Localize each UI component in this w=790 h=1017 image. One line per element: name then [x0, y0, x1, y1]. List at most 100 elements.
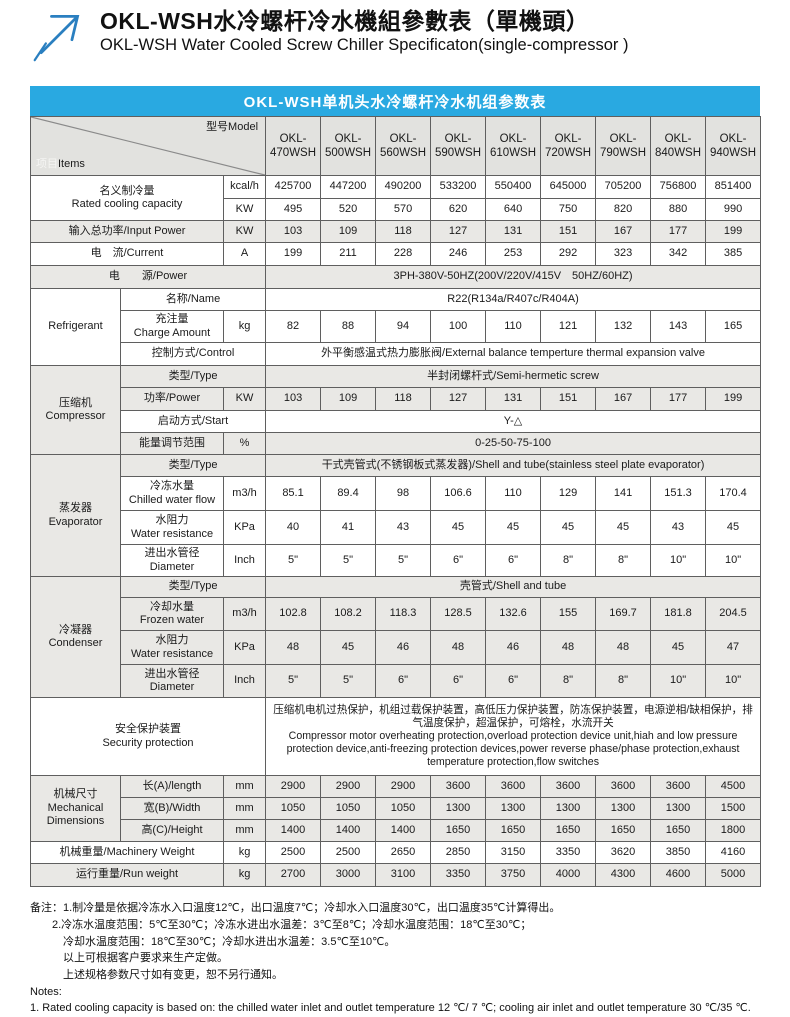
row-evap-water-resistance-cell-9: 43: [650, 510, 707, 546]
row-height-cell-7: 1650: [540, 819, 597, 843]
row-charge-amount-cell-3: 88: [320, 310, 377, 344]
row-length-cell-5: 2900: [375, 775, 432, 799]
row-compressor-power-cell-0: 功率/Power: [120, 387, 224, 412]
row-charge-amount-cell-6: 110: [485, 310, 542, 344]
titles: OKL-WSH水冷螺杆冷水機組參數表（單機頭） OKL-WSH Water Co…: [100, 8, 760, 56]
row-machinery-weight-cell-6: 3150: [485, 841, 542, 865]
row-length: 机械尺寸 Mechanical Dimensions 长(A)/length mm 2…: [30, 775, 762, 843]
row-frozen-water-cell-7: 155: [540, 597, 597, 632]
row-input-power-cell-1: KW: [222, 220, 267, 244]
row-cond-water-resistance-cell-9: 45: [650, 630, 707, 666]
row-evap-water-resistance-cell-2: 40: [265, 510, 322, 546]
row-rated-cooling-kcal-cell-0: 名义制冷量 Rated cooling capacity: [30, 175, 224, 222]
row-frozen-water-cell-10: 204.5: [705, 597, 762, 632]
row-machinery-weight-cell-8: 3620: [595, 841, 652, 865]
row-height-cell-9: 1650: [650, 819, 707, 843]
row-input-power-cell-0: 输入总功率/Input Power: [30, 220, 224, 244]
row-cond-diameter-cell-6: 6": [485, 664, 542, 699]
items-label: 项目Items: [36, 158, 85, 171]
row-cond-water-resistance-cell-7: 48: [540, 630, 597, 666]
row-compressor-power-cell-2: 103: [265, 387, 322, 412]
table-title-banner: OKL-WSH单机头水冷螺杆冷水机组参数表: [30, 86, 760, 116]
row-evap-diameter-cell-5: 6": [430, 544, 487, 578]
model-header-1: OKL- 470WSH: [265, 115, 322, 177]
row-current-cell-9: 342: [650, 242, 707, 267]
row-charge-amount-cell-2: 82: [265, 310, 322, 344]
note-line-7: 1. Rated cooling capacity is based on: t…: [30, 1002, 751, 1015]
row-run-weight-cell-2: 2700: [265, 863, 322, 888]
group-mechanical-dimensions: 机械尺寸 Mechanical Dimensions: [30, 775, 121, 843]
row-charge-amount-cell-5: 100: [430, 310, 487, 344]
row-refrigerant-name-cell-2: R22(R134a/R407c/R404A): [265, 288, 762, 312]
row-current-cell-2: 199: [265, 242, 322, 267]
row-current-cell-10: 385: [705, 242, 762, 267]
row-evaporator-type-cell-2: 干式壳管式(不锈钢板式蒸发器)/Shell and tube(stainless…: [265, 454, 762, 478]
row-width-cell-3: 1050: [320, 797, 377, 821]
row-chilled-water-flow-cell-2: 85.1: [265, 476, 322, 512]
row-rated-cooling-kw-cell-4: 620: [430, 198, 487, 222]
row-control-cell-0: 控制方式/Control: [119, 342, 267, 367]
note-line-5: 上述规格参数尺寸如有变更，恕不另行通知。: [30, 968, 283, 981]
row-security-protection: 安全保护装置 Security protection 压缩机电机过热保护，机组过载…: [29, 697, 762, 777]
row-evap-diameter-cell-8: 8": [595, 544, 652, 578]
arrow-logo-icon: [33, 14, 80, 62]
row-cond-water-resistance-cell-1: KPa: [222, 630, 267, 666]
row-chilled-water-flow-cell-8: 141: [595, 476, 652, 512]
row-height-cell-2: 1400: [265, 819, 322, 843]
row-width-cell-8: 1300: [595, 797, 652, 821]
row-length-cell-2: mm: [222, 775, 267, 799]
row-refrigerant-name: Refrigerant 名称/Name R22(R134a/R407c/R404A): [30, 288, 762, 367]
diagonal-divider: [31, 117, 265, 175]
row-rated-cooling-kcal-cell-9: 756800: [650, 175, 707, 200]
row-rated-cooling-kw-cell-6: 750: [540, 198, 597, 222]
row-machinery-weight-cell-9: 3850: [650, 841, 707, 865]
row-cond-diameter-cell-7: 8": [540, 664, 597, 699]
row-rated-cooling-kw-cell-1: 495: [265, 198, 322, 222]
row-length-cell-9: 3600: [595, 775, 652, 799]
row-refrigerant-name-cell-1: 名称/Name: [119, 288, 267, 312]
model-header-3: OKL- 560WSH: [375, 115, 432, 177]
row-evap-water-resistance-cell-5: 45: [430, 510, 487, 546]
row-run-weight-cell-4: 3100: [375, 863, 432, 888]
row-chilled-water-flow: 冷冻水量 Chilled water flow m3/h 85.1 89.4 98 106…: [31, 476, 762, 512]
row-input-power-cell-7: 151: [540, 220, 597, 244]
row-chilled-water-flow-cell-4: 98: [375, 476, 432, 512]
spec-table: 项目Items 型号Model OKL- 470WSH OKL- 500WSH OK…: [29, 115, 762, 888]
row-current-cell-4: 228: [375, 242, 432, 267]
note-line-3: 冷却水温度范围：18℃至30℃；冷却水进出水温差：3.5℃至10℃。: [30, 935, 396, 948]
row-chilled-water-flow-cell-1: m3/h: [222, 476, 267, 512]
page-title-en: OKL-WSH Water Cooled Screw Chiller Speci…: [100, 36, 629, 55]
row-charge-amount-cell-8: 132: [595, 310, 652, 344]
row-charge-amount-cell-4: 94: [375, 310, 432, 344]
row-charge-amount-cell-0: 充注量 Charge Amount: [120, 310, 224, 344]
row-run-weight-cell-8: 4300: [595, 863, 652, 888]
notes-block: 备注：1.制冷量是依据冷冻水入口温度12℃，出口温度7℃；冷却水入口温度30℃，…: [30, 900, 760, 1017]
row-compressor-power-cell-6: 131: [485, 387, 542, 412]
row-rated-cooling-kw-cell-5: 640: [485, 198, 542, 222]
row-frozen-water-cell-8: 169.7: [595, 597, 652, 632]
row-machinery-weight-cell-3: 2500: [320, 841, 377, 865]
row-height-cell-6: 1650: [485, 819, 542, 843]
row-energy-range-cell-0: 能量调节范围: [120, 432, 224, 456]
row-height: 高(C)/Height mm 1400 1400 1400 1650 1650 1650 165…: [31, 819, 762, 843]
row-length-cell-4: 2900: [320, 775, 377, 799]
row-machinery-weight-cell-7: 3350: [540, 841, 597, 865]
row-evap-water-resistance-cell-10: 45: [705, 510, 762, 546]
row-evap-diameter-cell-4: 5": [375, 544, 432, 578]
model-header-row: 项目Items 型号Model OKL- 470WSH OKL- 500WSH OK…: [29, 115, 762, 177]
row-rated-cooling-kcal-cell-5: 533200: [430, 175, 487, 200]
model-header-2: OKL- 500WSH: [320, 115, 377, 177]
row-evap-water-resistance-cell-8: 45: [595, 510, 652, 546]
row-input-power-cell-9: 177: [650, 220, 707, 244]
row-chilled-water-flow-cell-7: 129: [540, 476, 597, 512]
note-line-6: Notes:: [30, 985, 62, 998]
row-security-protection-cell-1: 压缩机电机过热保护，机组过载保护装置，高低压力保护装置，防冻保护装置，电源逆相/…: [265, 697, 762, 777]
row-cond-water-resistance-cell-3: 45: [320, 630, 377, 666]
row-rated-cooling-kcal-cell-3: 447200: [320, 175, 377, 200]
row-length-cell-8: 3600: [540, 775, 597, 799]
row-width-cell-1: mm: [222, 797, 267, 821]
row-height-cell-0: 高(C)/Height: [120, 819, 224, 843]
row-length-cell-1: 长(A)/length: [120, 775, 224, 799]
row-cond-diameter-cell-10: 10": [705, 664, 762, 699]
row-height-cell-10: 1800: [705, 819, 762, 843]
